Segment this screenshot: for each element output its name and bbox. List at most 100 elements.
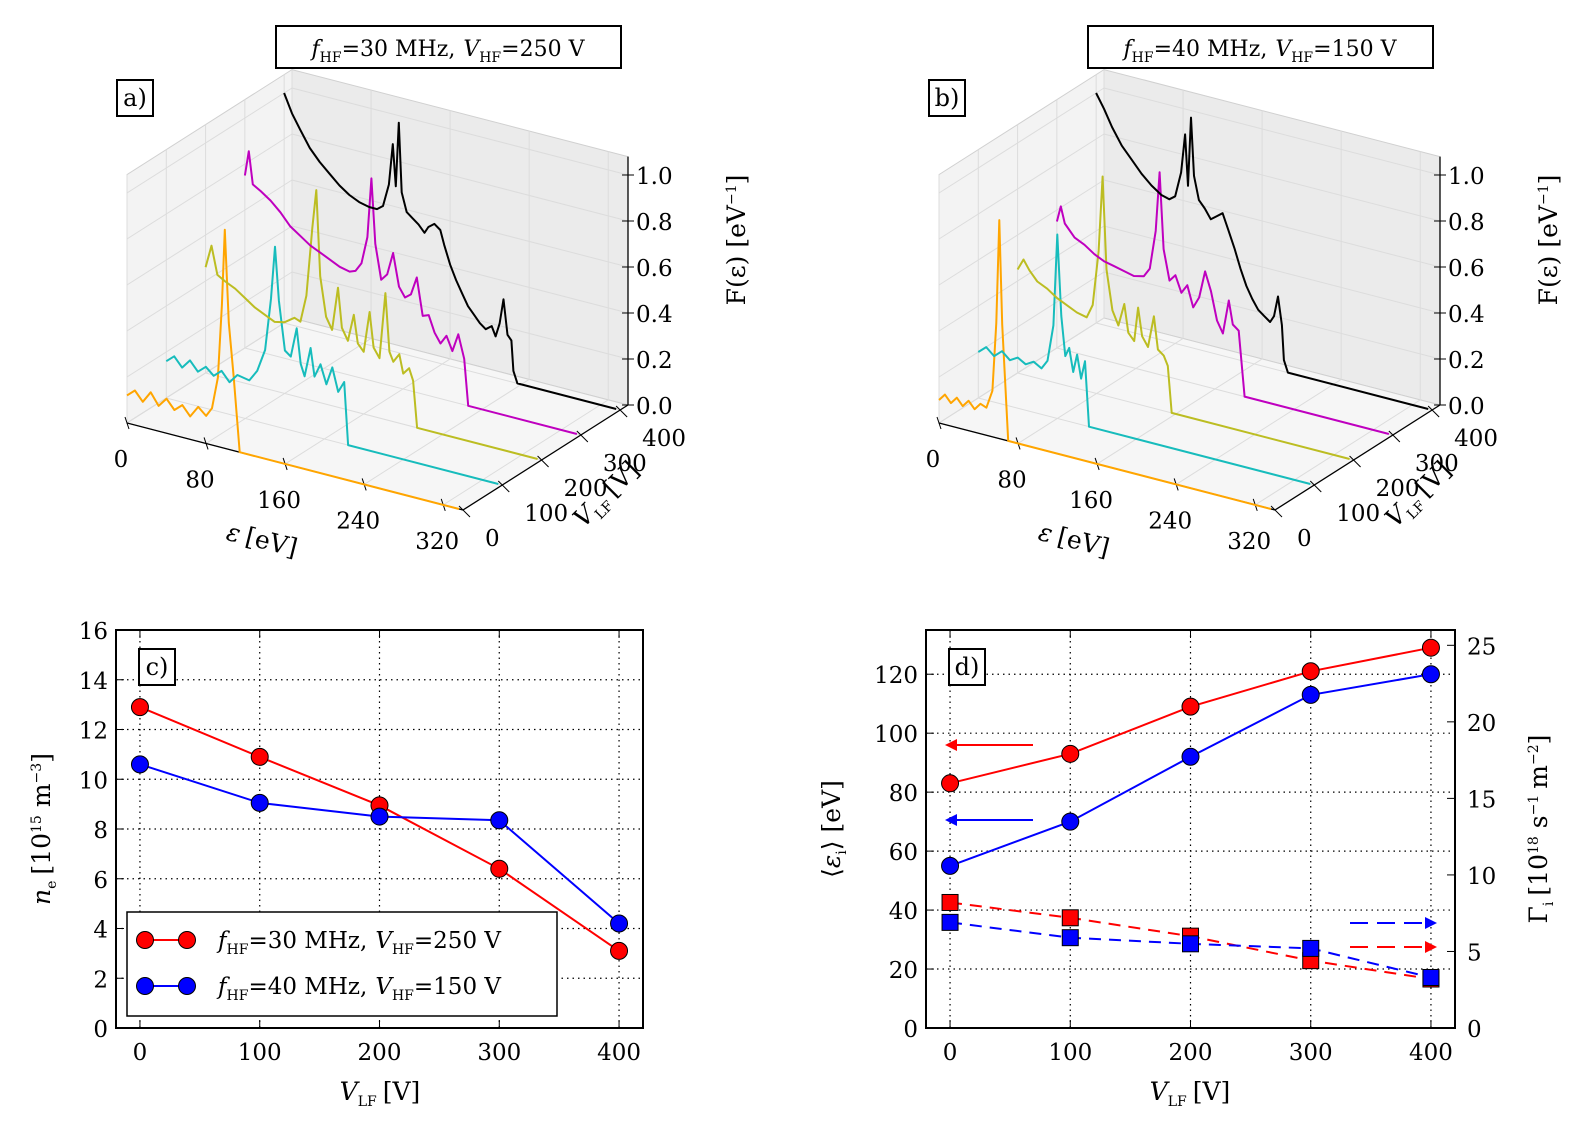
- y-right-axis-label: Γi [1018 s−1 m−2]: [1524, 735, 1557, 924]
- v-subscript: HF: [392, 942, 414, 958]
- v-symbol: V: [375, 928, 394, 954]
- angle-bracket: ⟩: [817, 840, 846, 850]
- x-tick-label: 160: [1069, 488, 1113, 514]
- data-point: [130, 698, 149, 717]
- energy-data-point: [1061, 812, 1080, 831]
- title-frame: [275, 25, 622, 69]
- z-tick-label: 0.4: [1448, 302, 1485, 328]
- f-subscript: HF: [227, 942, 249, 958]
- legend-entry: fHF=30 MHz, VHF=250 V: [216, 928, 501, 958]
- z-tick-label: 0.8: [636, 210, 673, 236]
- legend-marker: [136, 977, 154, 995]
- floor-grid-line: [1175, 378, 1342, 485]
- x-tick-label: 300: [1289, 1040, 1333, 1066]
- x-tick: [203, 437, 209, 450]
- y-tick: [576, 430, 589, 443]
- floor-grid-line: [1017, 338, 1184, 444]
- back-grid-line: [1103, 87, 1441, 176]
- y-tick: [1427, 405, 1440, 418]
- unit-part: m: [1524, 765, 1553, 789]
- gamma-subscript: i: [1541, 901, 1557, 906]
- y-tick: [537, 455, 549, 468]
- y-tick-label: 16: [79, 619, 108, 645]
- title-frame: [1087, 25, 1434, 69]
- back-grid-line: [291, 87, 629, 176]
- panel-label-frame: [116, 79, 154, 117]
- floor-grid-line: [363, 378, 530, 485]
- side-grid-line: [126, 271, 293, 378]
- y-tick-label: 300: [1415, 451, 1459, 477]
- x-tick-label: 200: [358, 1040, 402, 1066]
- data-point: [490, 859, 509, 878]
- v-symbol: V: [340, 1077, 361, 1106]
- series-line-0v: [126, 228, 460, 510]
- panel-label: a): [123, 84, 147, 112]
- f-value: =30 MHz,: [248, 928, 367, 954]
- side-grid-line: [126, 133, 293, 240]
- series-line-100v: [165, 245, 499, 485]
- z-label-superscript: −1: [724, 184, 740, 205]
- y-tick: [1388, 430, 1401, 443]
- v-value: =250 V: [501, 37, 585, 62]
- side-grid-line: [938, 271, 1105, 378]
- series-line-100v: [977, 233, 1311, 485]
- x-tick-label: 320: [1227, 529, 1271, 555]
- z-tick-label: 0.6: [1448, 256, 1485, 282]
- x-tick-label: 0: [926, 447, 941, 473]
- x-tick-label: 100: [1048, 1040, 1092, 1066]
- gamma-symbol: Γ: [1524, 906, 1553, 923]
- v-subscript: HF: [392, 988, 414, 1004]
- side-grid-line: [938, 133, 1105, 240]
- plot-frame: [115, 629, 644, 1029]
- flux-data-point: [1182, 935, 1199, 953]
- series-line-400v: [1095, 92, 1429, 410]
- y-tick-label: 12: [79, 719, 108, 745]
- v-value: =150 V: [414, 974, 501, 1000]
- y-right-tick-label: 0: [1467, 1017, 1482, 1043]
- energy-data-point: [1301, 685, 1320, 704]
- z-tick-label: 0.0: [636, 394, 673, 420]
- y-tick-label: 40: [889, 899, 918, 925]
- data-point: [490, 811, 509, 830]
- unit-superscript: −2: [1526, 744, 1542, 765]
- x-tick-label: 100: [238, 1040, 282, 1066]
- panel-label-frame: [948, 648, 986, 686]
- f-value: =40 MHz,: [248, 974, 367, 1000]
- n-subscript: e: [44, 881, 60, 889]
- y-tick-label: 100: [1336, 501, 1380, 527]
- flux-data-point: [1061, 929, 1079, 947]
- y-right-tick-label: 5: [1467, 940, 1482, 966]
- title-box: fHF=40 MHz, VHF=150 V: [1087, 25, 1434, 69]
- x-tick-label: 300: [477, 1040, 521, 1066]
- f-value: =40 MHz,: [1154, 37, 1268, 62]
- energy-data-point: [1181, 747, 1200, 766]
- y-tick-label: 4: [93, 918, 108, 944]
- side-grid-line: [126, 225, 293, 332]
- y-tick-label: 400: [1454, 426, 1498, 452]
- x-tick-label: 240: [1148, 508, 1192, 534]
- y-tick-label: 200: [1376, 476, 1420, 502]
- unit-close: ]: [27, 753, 56, 763]
- f-subscript: HF: [320, 50, 342, 66]
- y-tick-label: 10: [79, 768, 108, 794]
- y-axis-line: [462, 404, 629, 511]
- y-right-tick-label: 10: [1467, 864, 1496, 890]
- series-line-400v: [283, 92, 617, 410]
- panel-label-frame: [928, 79, 966, 117]
- y-tick-label: 20: [889, 958, 918, 984]
- side-grid-line: [938, 87, 1105, 194]
- energy-data-point: [1421, 665, 1440, 684]
- z-tick-label: 0.6: [636, 256, 673, 282]
- energy-data-point: [941, 856, 960, 875]
- unit-part: s: [1524, 815, 1553, 828]
- x-axis-label: ε[eV]: [224, 517, 301, 563]
- series-line-300v: [1055, 171, 1390, 435]
- y-tick: [615, 405, 628, 418]
- n-symbol: n: [27, 889, 56, 905]
- y-tick-label: 120: [874, 663, 918, 689]
- v-value: =250 V: [414, 928, 501, 954]
- v-symbol: V: [375, 974, 394, 1000]
- back-grid-line: [1103, 271, 1441, 360]
- unit-superscript: 15: [29, 815, 45, 833]
